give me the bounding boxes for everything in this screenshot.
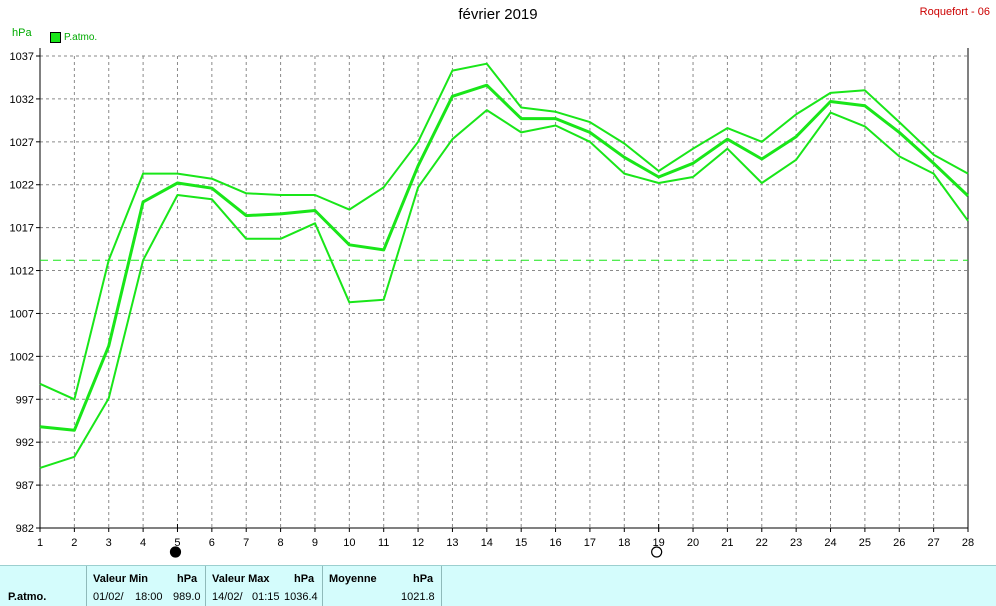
stats-mean-unit: hPa	[413, 573, 434, 585]
x-tick-label: 23	[790, 537, 802, 549]
full-moon-icon	[651, 546, 663, 558]
stats-row-label-cell: P.atmo.	[0, 566, 87, 606]
y-tick-label: 1017	[10, 223, 34, 235]
stats-mean-value: 1021.8	[401, 591, 435, 603]
x-tick-label: 25	[859, 537, 871, 549]
new-moon-icon	[169, 546, 182, 558]
x-tick-label: 22	[756, 537, 768, 549]
chart-title: février 2019	[458, 6, 538, 23]
pressure-chart: 9829879929971002100710121017102210271032…	[10, 48, 974, 558]
stats-max-date: 14/02/	[212, 591, 243, 603]
x-tick-label: 28	[962, 537, 974, 549]
x-tick-label: 3	[106, 537, 112, 549]
stats-max-time: 01:15	[252, 591, 280, 603]
x-tick-label: 14	[481, 537, 493, 549]
legend-label: P.atmo.	[64, 32, 98, 43]
y-tick-label: 1022	[10, 180, 34, 192]
stats-min-unit: hPa	[177, 573, 198, 585]
stats-panel: P.atmo. Valeur Min hPa 01/02/ 18:00 989.…	[0, 565, 996, 606]
x-tick-label: 12	[412, 537, 424, 549]
y-axis-ticks: 982 987 992 997 1002 1007 1012 1017 1022 1027 1032…	[10, 51, 40, 535]
stats-mean-cell: Moyenne hPa 1021.8	[323, 566, 442, 606]
x-axis-ticks: 1 2 3 4 5 6 7 8 9 10 11 12 13 14 15 16 17 18 19 20 21 22 23 24 2…	[37, 528, 974, 549]
x-tick-label: 17	[584, 537, 596, 549]
series-group	[39, 62, 970, 469]
x-tick-label: 5	[174, 537, 180, 549]
x-tick-label: 1	[37, 537, 43, 549]
stats-min-cell: Valeur Min hPa 01/02/ 18:00 989.0	[87, 566, 206, 606]
stats-max-label: Valeur Max	[212, 573, 270, 585]
y-tick-label: 982	[16, 523, 34, 535]
moon-phases	[169, 524, 663, 558]
y-axis-unit: hPa	[12, 27, 32, 39]
x-tick-label: 16	[549, 537, 561, 549]
stats-min-value: 989.0	[173, 591, 201, 603]
y-tick-label: 1027	[10, 137, 34, 149]
grid	[39, 48, 969, 529]
y-tick-label: 987	[16, 480, 34, 492]
x-tick-label: 18	[618, 537, 630, 549]
y-tick-label: 1012	[10, 266, 34, 278]
y-tick-label: 1032	[10, 94, 34, 106]
stats-max-cell: Valeur Max hPa 14/02/ 01:15 1036.4	[206, 566, 323, 606]
x-tick-label: 9	[312, 537, 318, 549]
series-line-max	[39, 62, 969, 401]
stats-min-label: Valeur Min	[93, 573, 149, 585]
x-tick-label: 27	[928, 537, 940, 549]
x-tick-label: 7	[243, 537, 249, 549]
legend-swatch	[50, 32, 61, 43]
x-tick-label: 21	[721, 537, 733, 549]
y-tick-label: 992	[16, 437, 34, 449]
stats-max-value: 1036.4	[284, 591, 318, 603]
series-line-min	[39, 109, 969, 469]
y-tick-label: 1002	[10, 351, 34, 363]
legend: P.atmo.	[50, 32, 97, 43]
station-name: Roquefort - 06	[919, 6, 990, 18]
x-tick-label: 13	[446, 537, 458, 549]
stats-max-unit: hPa	[294, 573, 315, 585]
x-tick-label: 24	[824, 537, 836, 549]
x-tick-label: 15	[515, 537, 527, 549]
stats-mean-label: Moyenne	[329, 573, 377, 585]
x-tick-label: 11	[378, 537, 389, 549]
x-tick-label: 4	[140, 537, 146, 549]
y-tick-label: 1037	[10, 51, 34, 63]
stats-row-label: P.atmo.	[8, 591, 47, 603]
x-tick-label: 2	[71, 537, 77, 549]
stats-min-date: 01/02/	[93, 591, 124, 603]
x-tick-label: 19	[653, 537, 665, 549]
series-line-mean	[39, 83, 970, 432]
x-tick-label: 10	[343, 537, 355, 549]
y-tick-label: 1007	[10, 308, 34, 320]
x-tick-label: 6	[209, 537, 215, 549]
x-tick-label: 20	[687, 537, 699, 549]
x-tick-label: 8	[278, 537, 284, 549]
stats-min-time: 18:00	[135, 591, 163, 603]
x-tick-label: 26	[893, 537, 905, 549]
y-tick-label: 997	[16, 394, 34, 406]
